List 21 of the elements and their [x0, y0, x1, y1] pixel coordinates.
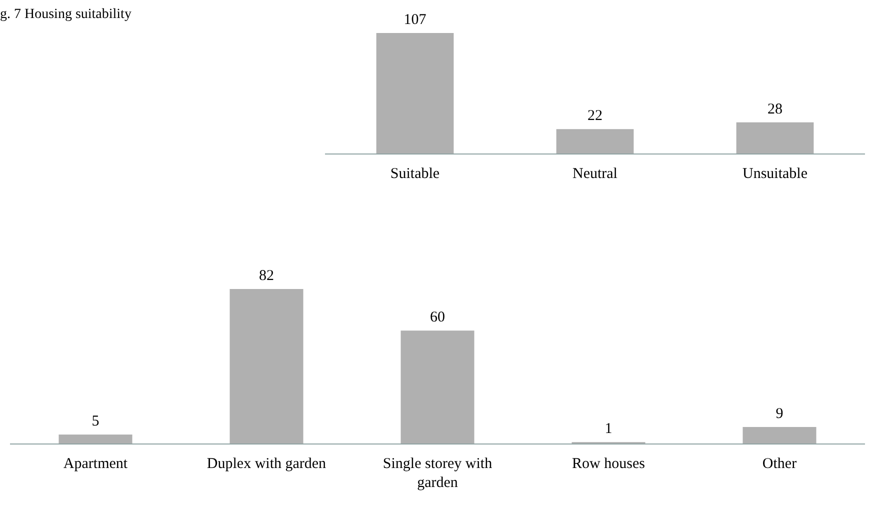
x-tick-label: Neutral: [572, 166, 618, 182]
data-label: 28: [768, 101, 782, 118]
text: g. 7 Housing suitability: [0, 7, 132, 22]
data-label: 5: [92, 414, 100, 430]
x-tick-label: Unsuitable: [742, 166, 808, 182]
x-tick-label: Apartment: [63, 456, 128, 472]
bar: [58, 434, 132, 444]
bar: [400, 330, 474, 444]
bar: [230, 289, 304, 444]
x-tick-label: Single storey with garden: [382, 456, 493, 491]
data-label: 107: [404, 12, 427, 28]
data-label: 9: [776, 406, 784, 422]
x-tick-label: Duplex with garden: [206, 456, 327, 472]
data-label: 22: [588, 108, 602, 124]
x-tick-label: Suitable: [390, 166, 440, 182]
x-tick-label: Row houses: [572, 456, 646, 472]
data-label: 1: [604, 421, 612, 438]
data-label: 60: [430, 310, 445, 326]
bar: [742, 426, 816, 444]
x-tick-label: Other: [762, 456, 797, 472]
data-label: 82: [259, 268, 274, 284]
